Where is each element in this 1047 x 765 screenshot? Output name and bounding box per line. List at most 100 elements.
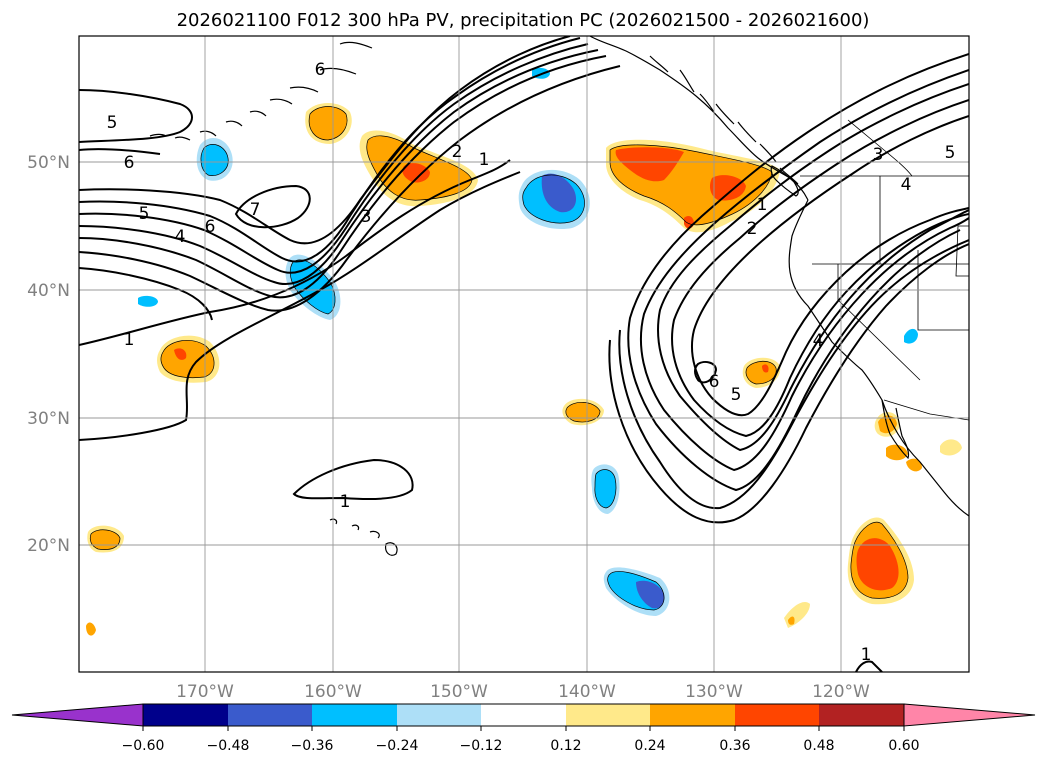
neg-anomaly [904,328,918,344]
precip-shading [86,67,962,636]
pv-contour [79,65,621,312]
neg-anomaly [138,295,158,307]
canada-province-border [955,225,969,277]
colorbar-segment [566,704,650,726]
neg-anomaly [636,580,665,609]
contour-label: 6 [709,372,720,392]
pos-anomaly [788,616,795,625]
pos-anomaly [86,622,96,636]
aleutian-islands [149,41,373,141]
pv-contour [608,243,969,524]
lat-label: 40°N [27,281,70,301]
pv-contour [79,36,571,245]
pv-contour [79,159,511,346]
colorbar-under-arrow [11,703,144,727]
lon-label: 160°W [304,682,362,702]
colorbar-over-arrow [903,703,1036,727]
colorbar-segment [735,704,819,726]
lat-label: 30°N [27,409,70,429]
pv-contour [79,148,161,155]
pos-anomaly [856,538,899,591]
contour-label: 2 [452,142,463,162]
lon-label: 140°W [558,682,616,702]
contour-label: 5 [731,385,742,405]
pos-anomaly [886,444,908,461]
anomaly-outline [850,521,909,599]
contour-label: 6 [205,217,216,237]
pos-anomaly [906,458,922,472]
colorbar-tick-label: −0.60 [122,738,165,754]
contour-label: 3 [873,145,884,165]
colorbar-tick-label: 0.24 [634,738,665,754]
pv-contour [292,458,414,501]
contour-label: 1 [479,150,490,170]
anomaly-outline [609,144,773,226]
anomaly-outlines [89,106,909,611]
pv-contour [671,99,969,438]
contour-label: 4 [901,175,912,195]
colorbar-segment [228,704,312,726]
baja-california [881,399,910,460]
neg-anomaly [290,259,336,314]
alaska-panhandle-islands [649,55,799,185]
contour-label: 2 [747,219,758,239]
lon-labels: 170°W 160°W 150°W 140°W 130°W 120°W [176,682,870,702]
colorbar-segment [143,704,228,726]
pos-anomaly [710,175,746,201]
colorbar-segment [397,704,481,726]
neg-anomaly [200,144,229,176]
contour-labels: 6 5 6 5 4 6 7 3 2 1 1 1 1 2 6 5 4 3 4 5 … [107,60,956,665]
colorbar-segment [312,704,397,726]
colorbar-tick-label: −0.24 [376,738,419,754]
anomaly-outline [89,529,121,550]
contour-label: 5 [107,113,118,133]
lon-label: 150°W [430,682,488,702]
pos-anomaly [940,439,962,456]
contour-label: 5 [139,204,150,224]
lat-label: 50°N [27,153,70,173]
contour-label: 1 [861,645,872,665]
anomaly-outline [745,360,777,385]
colorbar: −0.60 −0.48 −0.36 −0.24 −0.12 0.12 0.24 … [11,703,1036,754]
hawaiian-islands [329,518,398,556]
map-area: 6 5 6 5 4 6 7 3 2 1 1 1 1 2 6 5 4 3 4 5 … [79,36,969,672]
anomaly-outline [160,339,215,379]
colorbar-tick-label: 0.60 [888,738,919,754]
anomaly-outline [289,259,336,315]
lat-labels: 50°N 40°N 30°N 20°N [27,153,70,556]
pv-contour [618,239,969,510]
neg-anomaly [594,469,616,508]
contour-label: 1 [757,195,768,215]
contour-label: 5 [945,143,956,163]
colorbar-ticks [142,726,905,731]
alaska-canada-border [847,119,913,177]
pos-anomaly [762,364,769,373]
pos-anomaly [615,147,684,182]
colorbar-tick-label: 0.12 [550,738,581,754]
map-frame [78,35,970,673]
anomaly-outline [594,469,617,509]
pv-contour [79,171,521,441]
gridlines [79,36,969,672]
contour-label: 3 [361,207,372,227]
pos-anomaly [746,361,777,384]
pv-contour [234,184,311,229]
pos-anomaly [402,163,430,183]
pv-contour [855,660,883,672]
lon-label: 130°W [685,682,743,702]
pv-contour [79,89,193,143]
contour-label: 7 [250,200,261,220]
pv-contour [79,267,213,321]
anomaly-outline [200,144,229,176]
colorbar-segment [650,704,735,726]
pv-contour [627,53,969,492]
pos-anomaly [309,106,348,140]
pv-contour [79,49,599,285]
pos-anomaly [174,348,187,360]
contour-label: 6 [315,60,326,80]
pv-contour [79,43,589,274]
colorbar-tick-label: −0.12 [460,738,503,754]
lon-label: 170°W [176,682,234,702]
contour-label: 1 [124,330,135,350]
